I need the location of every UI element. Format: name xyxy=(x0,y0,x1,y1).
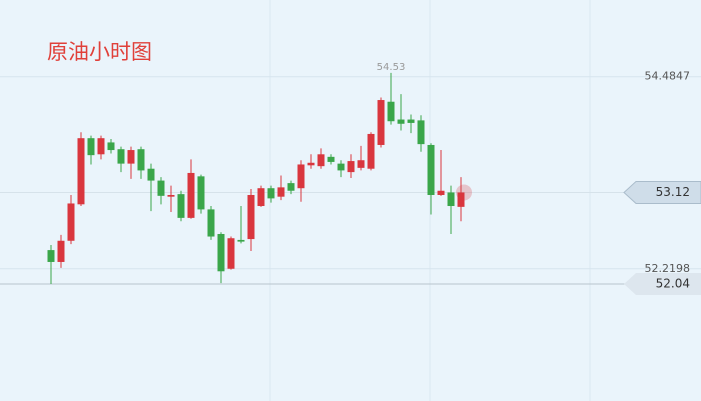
candle-body xyxy=(237,239,245,242)
candle-body xyxy=(417,120,425,145)
chart-title: 原油小时图 xyxy=(47,40,152,64)
candle-body xyxy=(217,233,225,272)
low-tag xyxy=(624,273,701,296)
candle-body xyxy=(117,149,125,164)
candle-body xyxy=(267,188,275,199)
candle-body xyxy=(177,194,185,218)
candle-body xyxy=(337,163,345,171)
candle-body xyxy=(107,142,115,151)
candle-body xyxy=(147,168,155,181)
candle-body xyxy=(137,149,145,171)
candle-body xyxy=(197,176,205,210)
candle-body xyxy=(57,240,65,262)
candle-body xyxy=(257,188,265,207)
candle-body xyxy=(277,187,285,197)
candle-body xyxy=(407,119,415,123)
candle-body xyxy=(297,164,305,189)
candle-body xyxy=(457,192,465,207)
candle-body xyxy=(157,180,165,196)
price-tag xyxy=(623,180,701,204)
y-tick-label: 54.4847 xyxy=(645,70,691,83)
candle-body xyxy=(367,133,375,169)
candle-body xyxy=(87,138,95,156)
candle-body xyxy=(287,183,295,191)
candle-body xyxy=(307,162,315,166)
y-tick-label: 52.2198 xyxy=(645,262,691,275)
candle-body xyxy=(127,150,135,164)
candle-body xyxy=(427,144,435,195)
candle-body xyxy=(67,203,75,241)
candle-body xyxy=(347,161,355,173)
candle-body xyxy=(327,156,335,162)
candle-body xyxy=(77,138,85,205)
candle-body xyxy=(357,160,365,168)
candle-body xyxy=(317,154,325,167)
candle-body xyxy=(187,172,195,218)
candle-body xyxy=(447,192,455,207)
candle-body xyxy=(377,100,385,145)
candle-body xyxy=(227,238,235,269)
candle-body xyxy=(207,209,215,237)
candle-body xyxy=(437,190,445,195)
high-annotation: 54.53 xyxy=(377,62,406,73)
last-glow xyxy=(456,184,472,201)
price-label: 53.12 xyxy=(656,185,690,199)
candle-body xyxy=(247,194,255,240)
candle-body xyxy=(167,194,175,197)
low-label: 52.04 xyxy=(656,277,690,291)
candle-body xyxy=(397,119,405,124)
candle-body xyxy=(387,101,395,122)
candle-body xyxy=(47,250,55,262)
candle-body xyxy=(97,138,105,155)
